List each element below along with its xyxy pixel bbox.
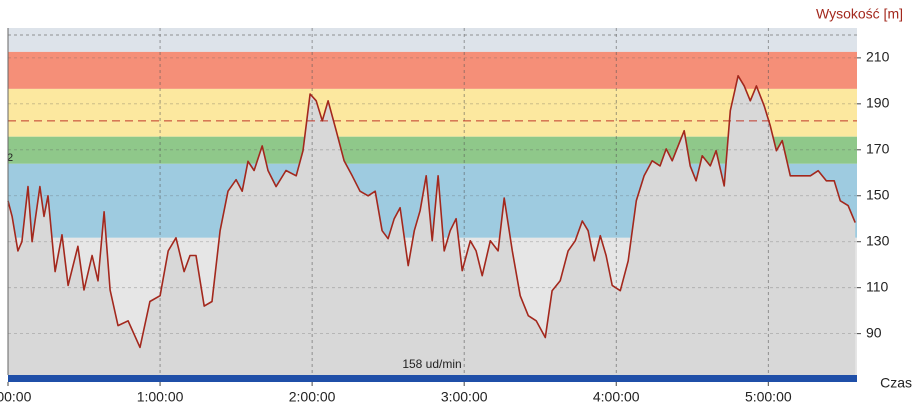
y-tick-label: 90 [866,324,882,340]
y-tick-label: 130 [866,232,890,248]
y-tick-label: 190 [866,95,890,111]
time-axis-bar [8,375,857,382]
x-tick-label: 2:00:00 [289,389,336,405]
x-tick-label: 3:00:00 [441,389,488,405]
left-axis-fragment: 2 [7,152,13,164]
y-tick-label: 170 [866,140,890,156]
x-axis-label: Czas [880,375,912,391]
zone-band [8,51,857,89]
x-tick-label: 0:00:00 [0,389,32,405]
y-tick-label: 150 [866,186,890,202]
x-tick-label: 4:00:00 [593,389,640,405]
bottom-annotation: 158 ud/min [402,357,461,371]
data-line [7,75,856,349]
zone-band [8,28,857,52]
y-tick-label: 210 [866,49,890,65]
y-axis-label: Wysokość [m] [816,6,903,22]
plot [7,28,857,376]
y-tick-label: 110 [866,278,889,294]
area-fill [8,75,856,376]
x-tick-label: 1:00:00 [137,389,184,405]
zone-band [8,88,857,137]
x-tick-label: 5:00:00 [745,389,792,405]
